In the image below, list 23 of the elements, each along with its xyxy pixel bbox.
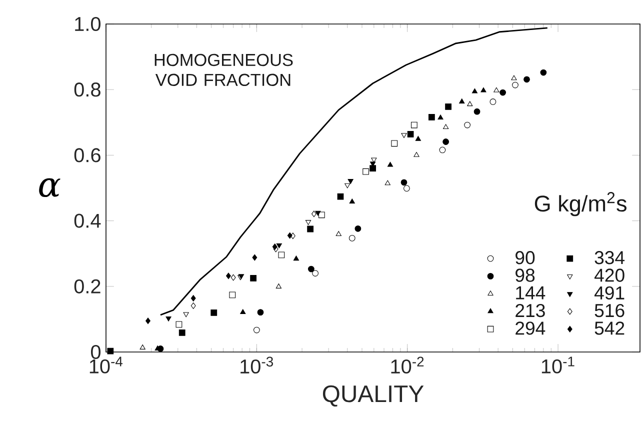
legend-title: G kg/m$^{2}$s — [534, 192, 626, 216]
x-tick-label: 10$^{-3}$ — [240, 356, 274, 374]
y-axis-title: α — [39, 178, 60, 198]
y-tick-label: 0.8 — [74, 82, 100, 97]
legend-label: 90 — [516, 251, 535, 264]
x-axis-title: QUALITY — [322, 385, 424, 407]
y-tick-label: 0.6 — [74, 148, 100, 162]
legend-label: 294 — [516, 322, 546, 335]
y-tick-label: 0 — [90, 344, 101, 360]
legend-label: 334 — [594, 251, 625, 264]
y-tick-label: 1.0 — [75, 16, 101, 32]
y-tick-label: 0.2 — [74, 279, 100, 294]
x-tick-label: 10$^{-2}$ — [391, 356, 424, 374]
legend-label: 420 — [594, 268, 624, 282]
legend-label: 542 — [594, 322, 624, 335]
y-tick-label: 0.4 — [74, 214, 101, 228]
legend-label: 213 — [516, 304, 545, 318]
x-tick-label: 10$^{-1}$ — [542, 356, 574, 374]
legend-label: 98 — [516, 268, 535, 282]
legend-label: 516 — [594, 304, 624, 318]
legend-label: 144 — [516, 286, 546, 300]
text: HOMOGENEOUS VOID FRACTION — [154, 54, 293, 86]
legend-label: 491 — [594, 286, 624, 300]
